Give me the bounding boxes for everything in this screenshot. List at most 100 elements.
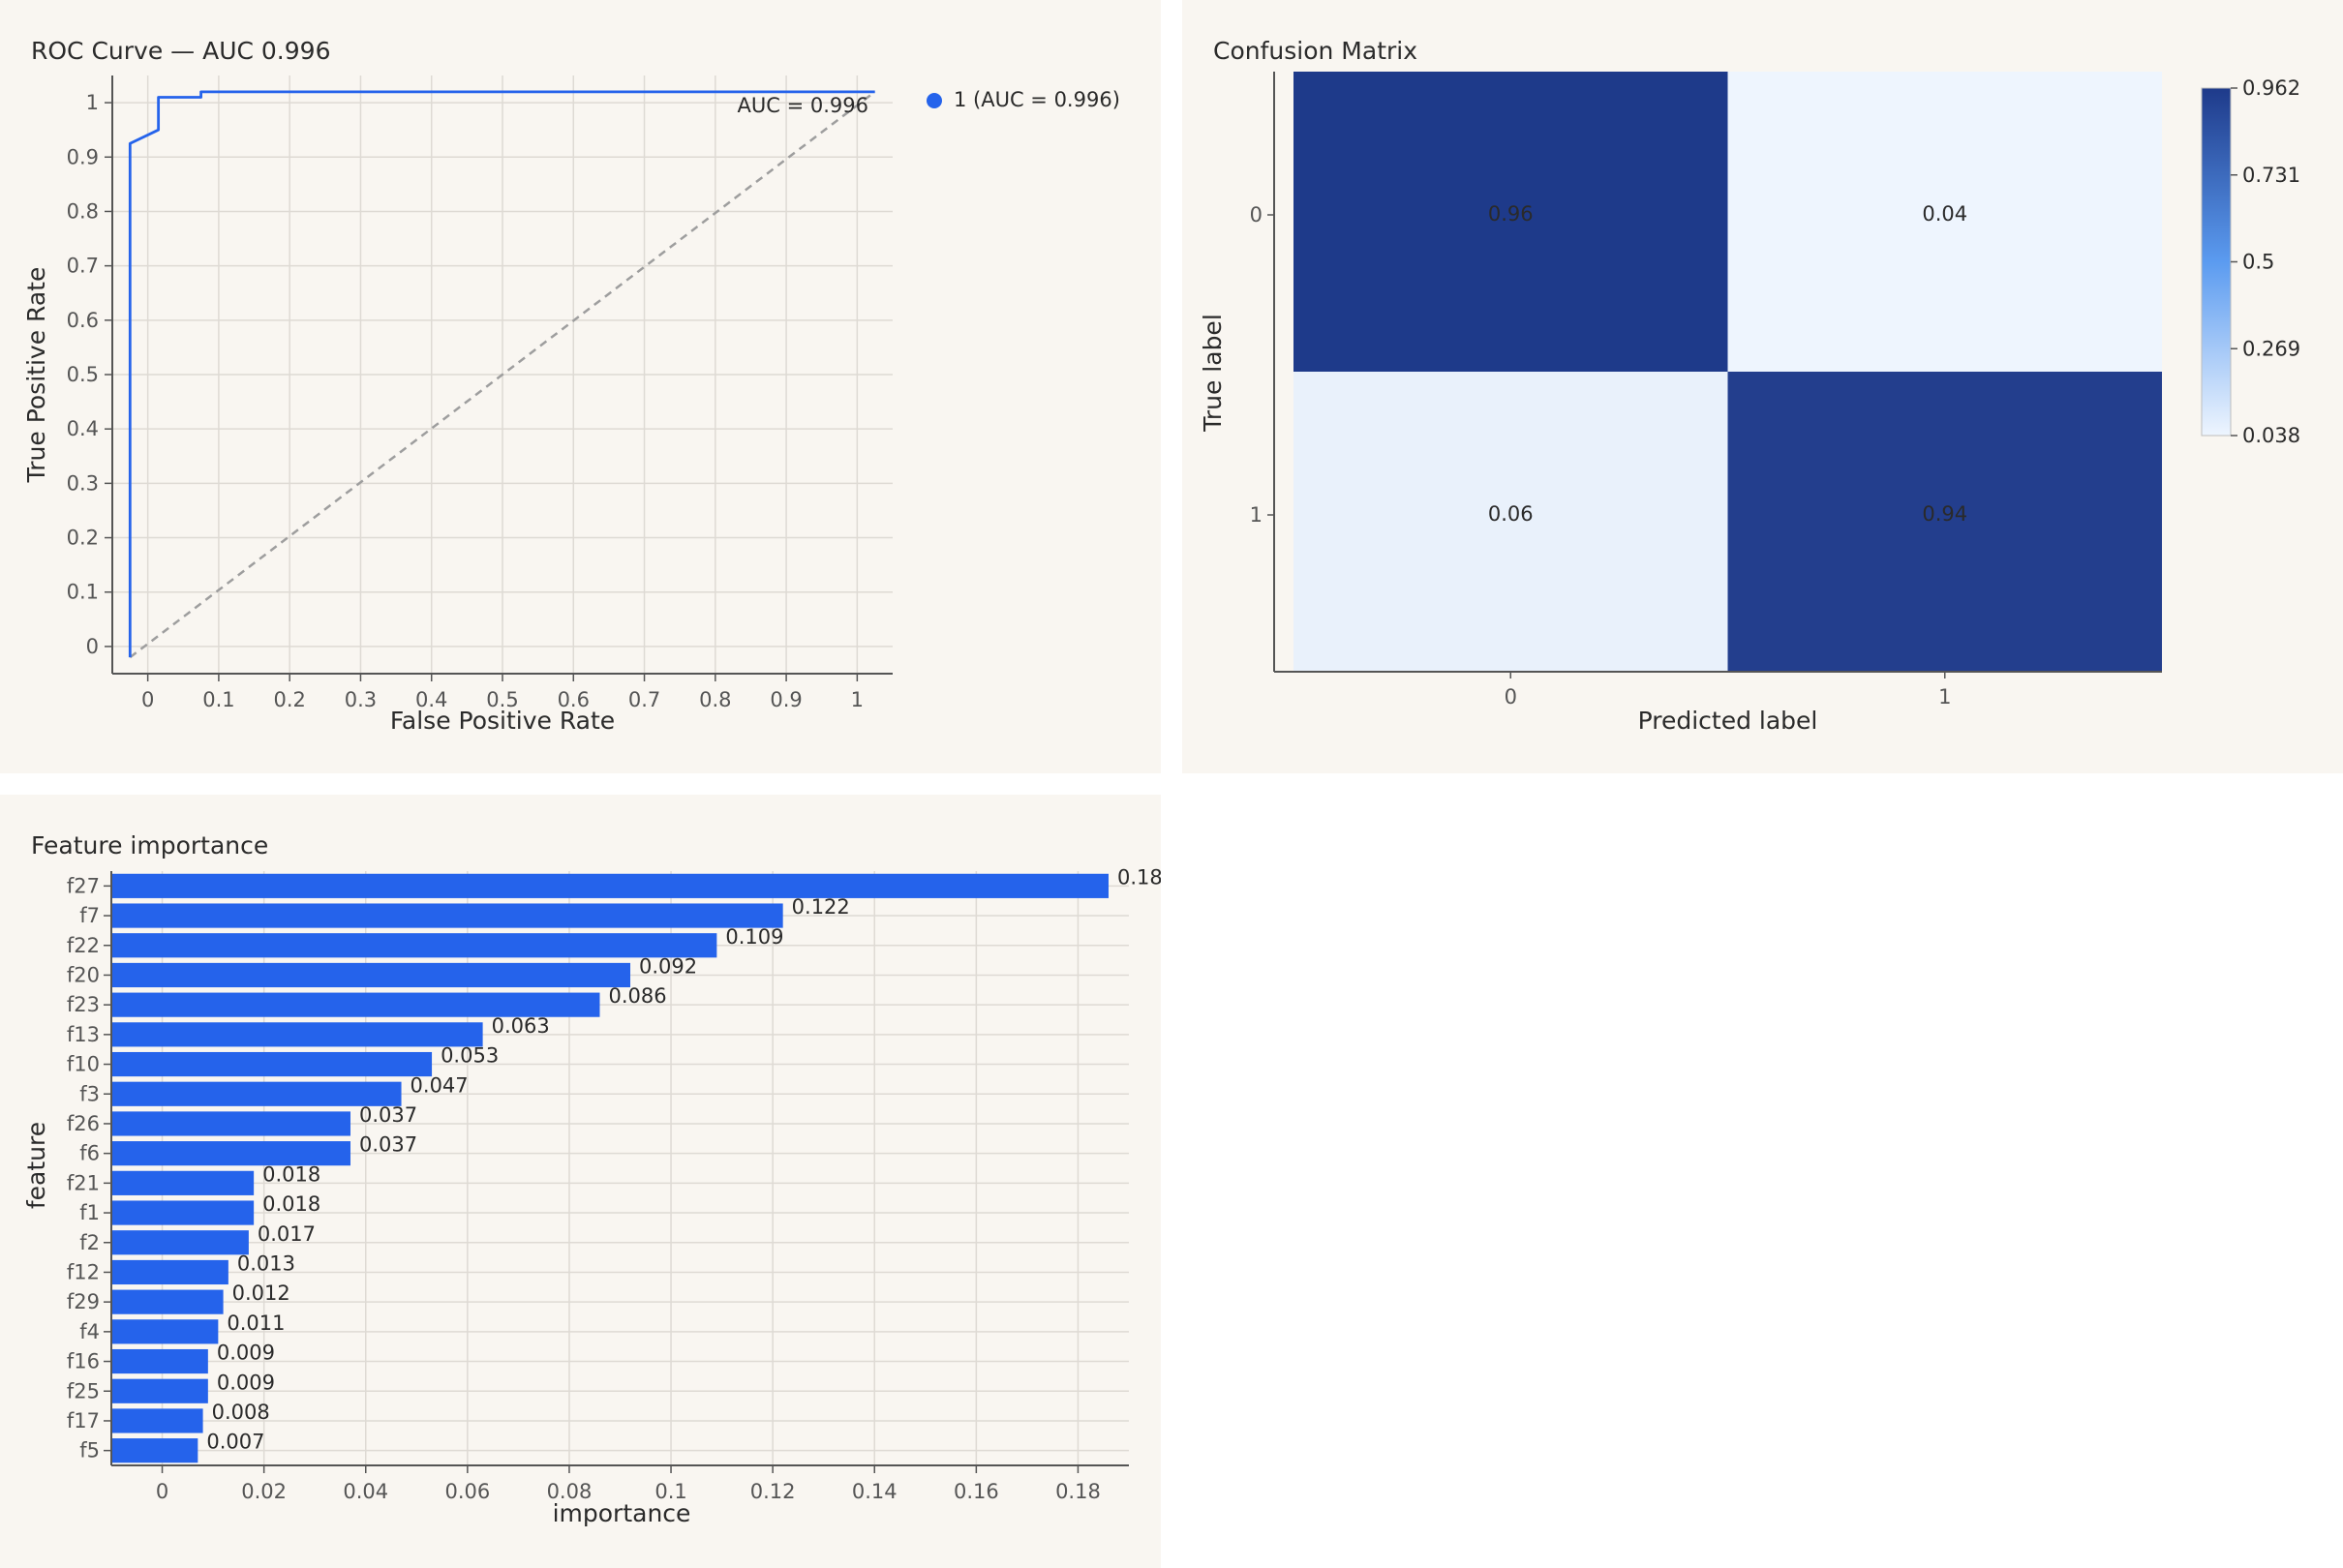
y-tick-label: f13: [67, 1023, 100, 1046]
y-tick-label: f7: [79, 904, 100, 927]
bar-value-label: 0.017: [258, 1222, 316, 1246]
importance-bar: [111, 1081, 402, 1106]
x-tick-label: 0.02: [241, 1480, 287, 1503]
y-tick-label: 0.1: [67, 581, 99, 604]
legend-marker: [927, 93, 942, 108]
y-tick-label: f20: [67, 963, 100, 986]
bar-value-label: 0.186: [1117, 865, 1161, 889]
y-tick-label: f22: [67, 934, 100, 957]
y-tick-label: 0.4: [67, 417, 99, 440]
x-tick-label: 0: [1505, 685, 1517, 709]
importance-bar: [111, 962, 631, 988]
bar-value-label: 0.013: [237, 1251, 295, 1275]
y-tick-label: f1: [79, 1201, 100, 1224]
roc-chart: 0 0.1 0.2 0.3 0.4 0.5 0.6 0.7 0.8 0.9 1 0 0.1 0.2 0.3 0…: [22, 75, 1120, 735]
confusion-matrix-title: Confusion Matrix: [1213, 37, 1418, 65]
importance-bar: [111, 873, 1109, 898]
colorbar: [2201, 87, 2232, 437]
y-tick-label: 1: [86, 91, 99, 114]
bar-value-label: 0.037: [359, 1103, 417, 1127]
x-tick-label: 0.08: [547, 1480, 593, 1503]
y-tick-label: 0.3: [67, 471, 99, 495]
bar-value-label: 0.018: [262, 1162, 320, 1186]
bar-value-label: 0.018: [262, 1192, 320, 1216]
bar-value-label: 0.037: [359, 1133, 417, 1157]
importance-bar: [111, 1051, 433, 1077]
importance-bar: [111, 1141, 350, 1166]
y-tick-label: 0: [1250, 203, 1263, 226]
bar-value-label: 0.086: [608, 984, 666, 1008]
x-tick-label: 0.1: [202, 688, 234, 711]
y-tick-label: f17: [67, 1409, 100, 1432]
feature-importance-panel: Feature importance 0 0.02 0.04 0.06 0.08 0.1 0…: [0, 795, 1161, 1568]
x-tick-label: 0: [156, 1480, 168, 1503]
bar-value-label: 0.012: [232, 1282, 290, 1305]
bar-value-label: 0.009: [217, 1342, 275, 1365]
bar-value-label: 0.009: [217, 1371, 275, 1394]
matrix-cell-value: 0.04: [1922, 202, 1967, 226]
bar-value-label: 0.122: [792, 895, 850, 919]
bar-value-label: 0.047: [411, 1073, 469, 1097]
importance-bar: [111, 1319, 219, 1344]
importance-bar: [111, 933, 717, 958]
colorbar-tick-label: 0.962: [2242, 76, 2300, 100]
bar-value-label: 0.053: [441, 1044, 499, 1068]
matrix-cell-value: 0.06: [1488, 502, 1534, 526]
importance-bar: [111, 1378, 208, 1403]
roc-panel: ROC Curve — AUC 0.996 0 0.1 0.2 0.3 0.4 0.5 0.…: [0, 0, 1161, 773]
y-tick-label: f25: [67, 1379, 100, 1402]
y-tick-label: f2: [79, 1231, 100, 1254]
colorbar-tick-label: 0.731: [2242, 164, 2300, 187]
y-tick-label: f26: [67, 1112, 100, 1135]
y-axis-title: True label: [1199, 314, 1227, 433]
feature-importance-title: Feature importance: [31, 831, 269, 859]
importance-bar: [111, 1111, 350, 1136]
x-tick-label: 0.1: [654, 1480, 686, 1503]
y-tick-label: 0.7: [67, 255, 99, 278]
colorbar-tick-label: 0.5: [2242, 251, 2274, 274]
chance-diagonal-line: [129, 90, 876, 659]
x-tick-label: 0.5: [486, 688, 518, 711]
auc-annotation: AUC = 0.996: [738, 94, 868, 117]
y-tick-label: f23: [67, 993, 100, 1016]
y-tick-label: f6: [79, 1142, 100, 1165]
confusion-matrix-panel: Confusion Matrix 0.96 0.04 0.06 0.94 0 1 0 1 Pre…: [1182, 0, 2343, 773]
x-axis-title: False Positive Rate: [390, 707, 615, 735]
roc-title: ROC Curve — AUC 0.996: [31, 37, 331, 65]
x-tick-label: 0.6: [558, 688, 590, 711]
importance-bar: [111, 1259, 228, 1285]
x-tick-label: 0.2: [273, 688, 305, 711]
x-tick-label: 0.14: [852, 1480, 898, 1503]
y-tick-label: f5: [79, 1439, 100, 1462]
bar-value-label: 0.011: [227, 1312, 285, 1335]
matrix-cell: [1727, 72, 2162, 372]
y-tick-label: 0.8: [67, 199, 99, 223]
matrix-cell: [1293, 72, 1728, 372]
bar-value-label: 0.109: [725, 925, 783, 949]
x-tick-label: 0.04: [343, 1480, 388, 1503]
colorbar-tick-label: 0.038: [2242, 424, 2300, 447]
x-tick-label: 0.9: [770, 688, 802, 711]
bar-value-label: 0.092: [639, 954, 697, 978]
matrix-cell-value: 0.96: [1488, 202, 1534, 226]
x-axis-title: importance: [553, 1499, 691, 1527]
y-tick-label: 0: [86, 635, 99, 658]
y-tick-label: f27: [67, 874, 100, 897]
x-tick-label: 0.06: [444, 1480, 490, 1503]
matrix-cell: [1293, 372, 1728, 672]
confusion-matrix-chart: 0.96 0.04 0.06 0.94 0 1 0 1 Predicted label True …: [1199, 72, 2300, 735]
y-tick-label: 0.9: [67, 145, 99, 168]
importance-bar: [111, 992, 600, 1017]
importance-bar: [111, 1289, 224, 1314]
bar-value-label: 0.008: [212, 1401, 270, 1424]
x-axis-title: Predicted label: [1638, 707, 1818, 735]
bar-value-label: 0.063: [492, 1014, 550, 1038]
importance-bar: [111, 1438, 198, 1463]
colorbar-tick-label: 0.269: [2242, 337, 2300, 360]
x-tick-label: 0.12: [750, 1480, 796, 1503]
y-tick-label: f4: [79, 1320, 100, 1343]
y-tick-label: f21: [67, 1171, 100, 1194]
y-tick-label: f10: [67, 1053, 100, 1076]
y-tick-label: f3: [79, 1082, 100, 1105]
importance-bar: [111, 1200, 255, 1225]
